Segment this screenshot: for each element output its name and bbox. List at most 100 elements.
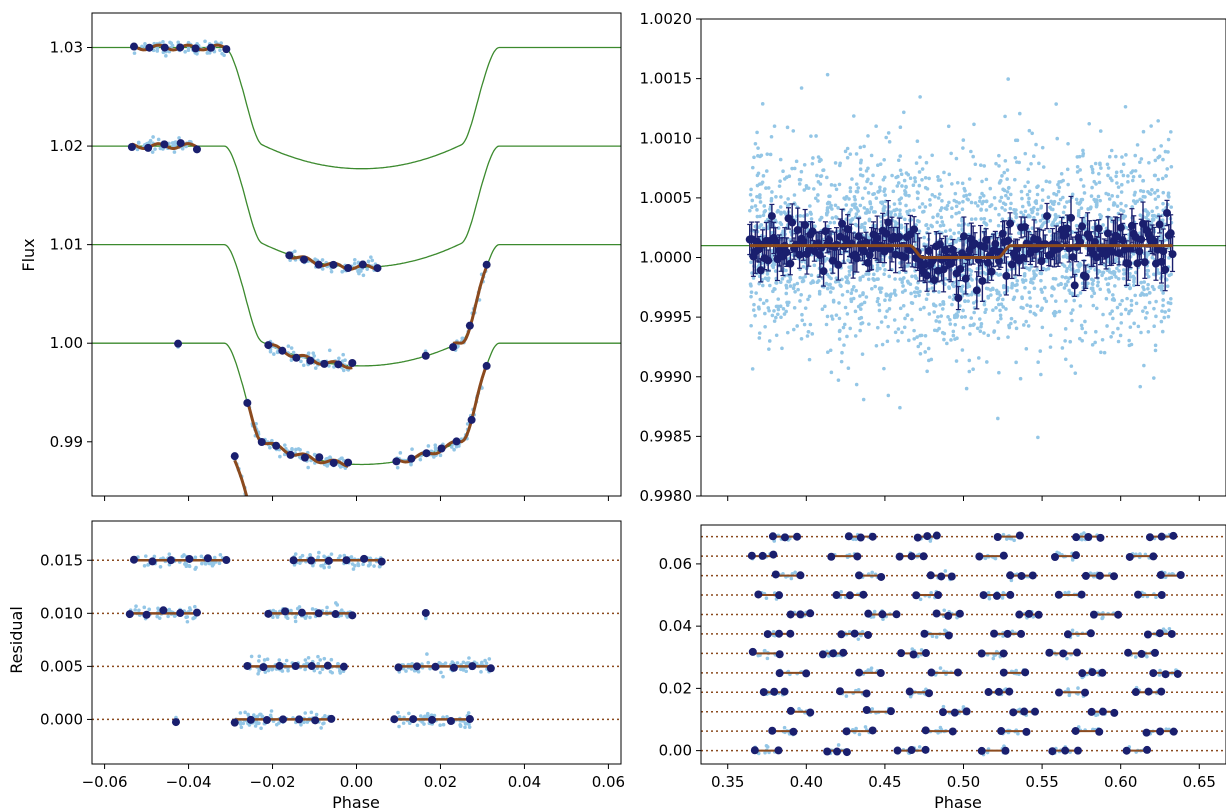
raw-residual-point [330, 670, 335, 675]
raw-flux-point [419, 547, 423, 551]
raw-flux-point [882, 204, 887, 209]
raw-flux-point [760, 283, 765, 288]
raw-flux-point [1091, 225, 1095, 230]
raw-flux-point [879, 200, 883, 205]
raw-flux-point [1032, 272, 1037, 276]
raw-residual-point [329, 552, 334, 556]
raw-flux-point [838, 328, 842, 333]
raw-flux-point [956, 223, 961, 227]
raw-residual-point [158, 564, 163, 569]
raw-flux-point [856, 209, 860, 213]
tr-ytick-label: 1.0005 [640, 189, 693, 207]
raw-flux-point [1012, 207, 1016, 212]
raw-flux-point [923, 176, 928, 180]
raw-flux-point [836, 279, 841, 284]
raw-flux-point [1094, 198, 1099, 202]
raw-residual-point [438, 723, 442, 727]
binned-flux-point [1118, 236, 1127, 245]
panel-residual-eclipse: 0.000.020.040.060.35 0.40 0.45 0.50 0.55 0.60… [659, 524, 1226, 791]
raw-flux-point [1100, 273, 1104, 278]
raw-residual-point [184, 564, 189, 568]
raw-flux-point [1061, 195, 1065, 200]
raw-residual-point [327, 565, 331, 569]
raw-flux-point [946, 315, 950, 319]
raw-flux-point [449, 547, 453, 551]
raw-flux-point [218, 48, 222, 53]
raw-flux-point [1098, 161, 1102, 166]
raw-flux-point [284, 543, 288, 547]
raw-flux-point [1026, 324, 1031, 328]
raw-flux-point [927, 312, 932, 316]
binned-flux-point [1140, 258, 1149, 267]
binned-residual-point [390, 715, 399, 724]
raw-flux-point [1023, 278, 1028, 283]
raw-flux-point [1090, 294, 1094, 299]
raw-flux-point [448, 541, 452, 545]
raw-flux-point [850, 217, 855, 221]
raw-flux-point [1009, 321, 1013, 326]
raw-flux-point [764, 169, 769, 173]
raw-residual-point [1016, 731, 1020, 736]
raw-flux-point [1027, 128, 1032, 133]
binned-residual-point [1073, 746, 1082, 755]
raw-flux-point [1027, 290, 1031, 295]
raw-flux-point [825, 257, 829, 261]
raw-flux-point [1073, 371, 1078, 375]
binned-flux-point [838, 219, 847, 228]
raw-flux-point [1156, 194, 1161, 199]
raw-flux-point [756, 146, 760, 150]
raw-flux-point [1109, 148, 1114, 153]
raw-flux-point [1106, 282, 1111, 286]
raw-flux-point [463, 537, 467, 541]
raw-residual-point [336, 662, 340, 666]
raw-flux-point [409, 551, 413, 555]
raw-flux-point [1015, 279, 1019, 283]
raw-residual-point [270, 667, 274, 672]
raw-flux-point [1060, 274, 1065, 279]
binned-flux-point [1007, 260, 1016, 269]
raw-flux-point [833, 280, 838, 284]
raw-flux-point [1080, 326, 1084, 331]
binned-residual-point [409, 715, 418, 724]
raw-flux-point [915, 196, 920, 201]
raw-flux-point [1000, 174, 1004, 178]
raw-flux-point [1042, 296, 1047, 301]
raw-flux-point [1134, 301, 1139, 306]
raw-flux-point [311, 351, 316, 355]
raw-residual-point [210, 561, 215, 565]
raw-flux-point [984, 177, 989, 182]
raw-flux-point [1025, 266, 1030, 271]
raw-flux-point [757, 331, 762, 335]
binned-residual-point [1001, 746, 1010, 755]
bl-ytick-label: 0.010 [40, 604, 83, 622]
binned-flux-point [421, 548, 429, 556]
raw-flux-point [433, 543, 437, 547]
raw-residual-point [461, 660, 466, 665]
raw-flux-point [954, 359, 959, 363]
raw-flux-point [755, 208, 759, 212]
raw-flux-point [1159, 288, 1164, 292]
raw-flux-point [778, 304, 783, 309]
raw-flux-point [1133, 201, 1138, 206]
raw-flux-point [863, 221, 867, 226]
bl-ytick-label: 0.005 [40, 657, 83, 675]
raw-flux-point [961, 325, 966, 330]
binned-flux-point [1067, 213, 1076, 222]
raw-flux-point [1010, 283, 1014, 288]
raw-residual-point [271, 608, 276, 613]
raw-flux-point [927, 176, 931, 181]
raw-flux-point [266, 537, 270, 541]
binned-flux-point [314, 260, 323, 269]
raw-flux-point [858, 307, 863, 311]
raw-flux-point [1106, 166, 1111, 170]
raw-flux-point [1025, 192, 1030, 197]
raw-flux-point [186, 46, 191, 50]
raw-flux-point [769, 199, 774, 203]
raw-flux-point [1115, 181, 1119, 185]
raw-flux-point [853, 197, 857, 202]
raw-flux-point [1139, 330, 1143, 335]
raw-flux-point [940, 330, 945, 335]
raw-flux-point [263, 535, 267, 539]
raw-flux-point [1035, 267, 1040, 272]
raw-flux-point [791, 286, 796, 291]
